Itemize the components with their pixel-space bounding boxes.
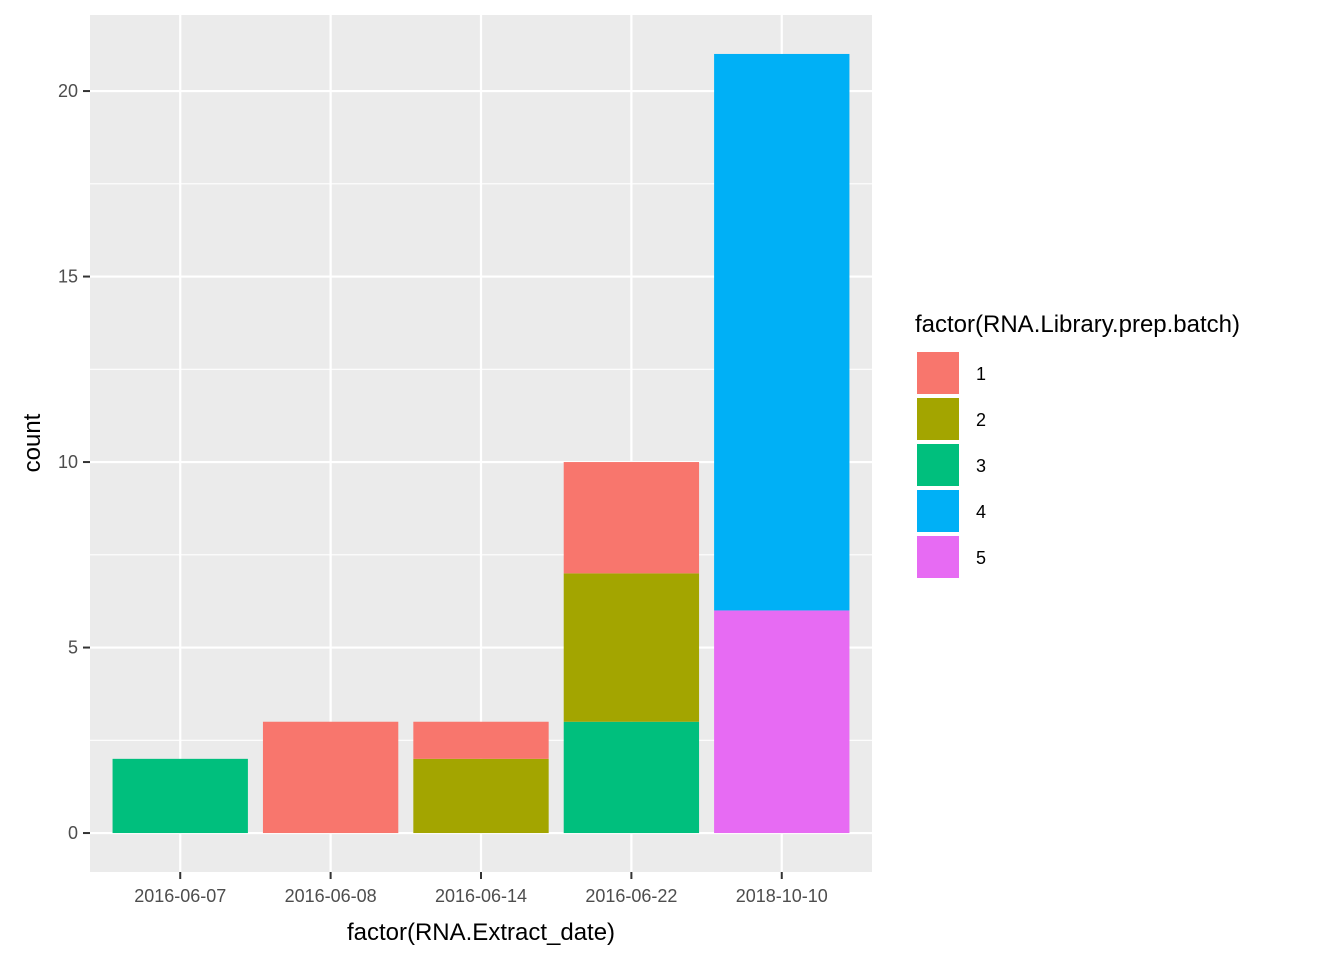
y-tick-label: 20 — [58, 81, 78, 101]
x-tick-label: 2016-06-22 — [585, 886, 677, 906]
legend-label: 4 — [976, 502, 986, 522]
bar-segment — [112, 758, 248, 834]
legend-key — [917, 352, 959, 394]
bar-segment — [262, 721, 399, 834]
x-tick-label: 2016-06-14 — [435, 886, 527, 906]
legend-label: 5 — [976, 548, 986, 568]
bar-segment — [563, 573, 700, 722]
y-axis-title: count — [19, 413, 46, 472]
bar-segment — [563, 462, 700, 574]
legend-key — [917, 536, 959, 578]
x-axis-title: factor(RNA.Extract_date) — [347, 919, 615, 946]
bar-segment — [714, 53, 850, 611]
x-tick-label: 2016-06-07 — [134, 886, 226, 906]
x-tick-label: 2018-10-10 — [736, 886, 828, 906]
bar-segment — [563, 721, 700, 834]
y-tick-label: 0 — [68, 823, 78, 843]
legend-items: 1 2 3 4 5 — [917, 352, 986, 578]
legend-title: factor(RNA.Library.prep.batch) — [915, 311, 1240, 338]
y-tick-label: 5 — [68, 638, 78, 658]
legend-label: 1 — [976, 364, 986, 384]
x-axis: 2016-06-07 2016-06-08 2016-06-14 2016-06-22… — [134, 872, 828, 906]
legend-label: 2 — [976, 410, 986, 430]
y-axis: 0 5 10 15 20 — [58, 81, 90, 843]
legend-key — [917, 490, 959, 532]
y-tick-label: 15 — [58, 267, 78, 287]
x-tick-label: 2016-06-08 — [285, 886, 377, 906]
bars — [112, 53, 850, 834]
legend-label: 3 — [976, 456, 986, 476]
legend-key — [917, 398, 959, 440]
legend-key — [917, 444, 959, 486]
bar-segment — [413, 721, 549, 759]
y-tick-label: 10 — [58, 452, 78, 472]
bar-segment — [714, 610, 850, 834]
legend: factor(RNA.Library.prep.batch) 1 2 3 4 5 — [915, 311, 1240, 578]
bar-segment — [413, 758, 549, 834]
